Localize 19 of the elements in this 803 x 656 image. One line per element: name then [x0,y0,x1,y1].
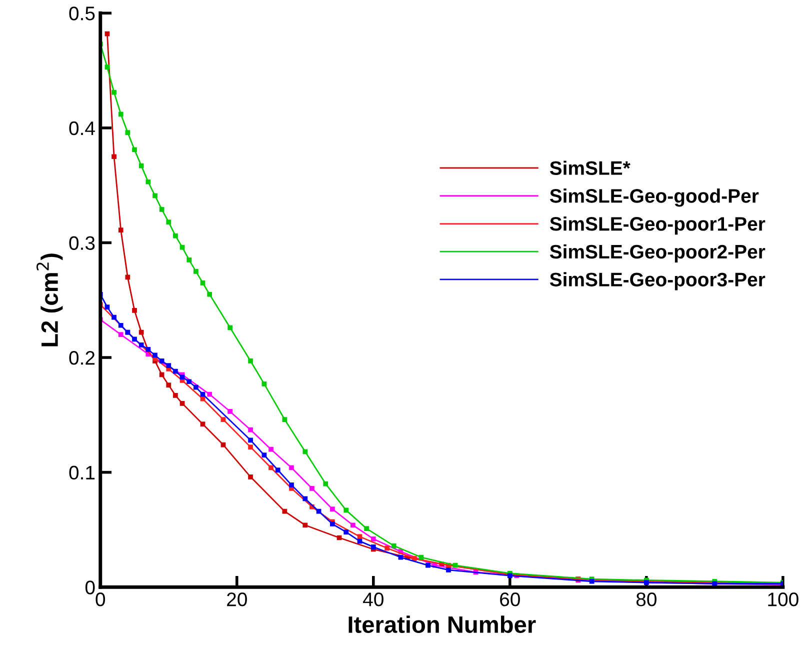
y-tick-label: 0 [85,580,95,594]
y-tick-label: 0.3 [69,236,95,250]
x-tick-label: 40 [363,592,384,606]
x-axis-title: Iteration Number [348,616,536,634]
x-tick-label: 20 [227,592,247,606]
x-tick-label: 80 [636,592,656,606]
y-tick-label: 0.4 [69,121,95,136]
legend-label: SimSLE* [550,160,630,175]
x-tick-label: 0 [96,592,106,606]
y-tick-label: 0.1 [69,466,95,480]
y-tick-label: 0.2 [69,350,95,365]
legend-label: SimSLE-Geo-poor3-Per [550,272,766,290]
legend-label: SimSLE-Geo-poor1-Per [550,216,766,235]
x-tick-label: 60 [500,592,520,606]
x-tick-label: 100 [768,592,798,606]
y-axis-title: L2 (cm$^{2}$) [36,254,63,346]
legend-label: SimSLE-Geo-good-Per [550,188,759,207]
y-tick-label: 0.5 [69,6,95,20]
legend-label: SimSLE-Geo-poor2-Per [550,244,766,262]
